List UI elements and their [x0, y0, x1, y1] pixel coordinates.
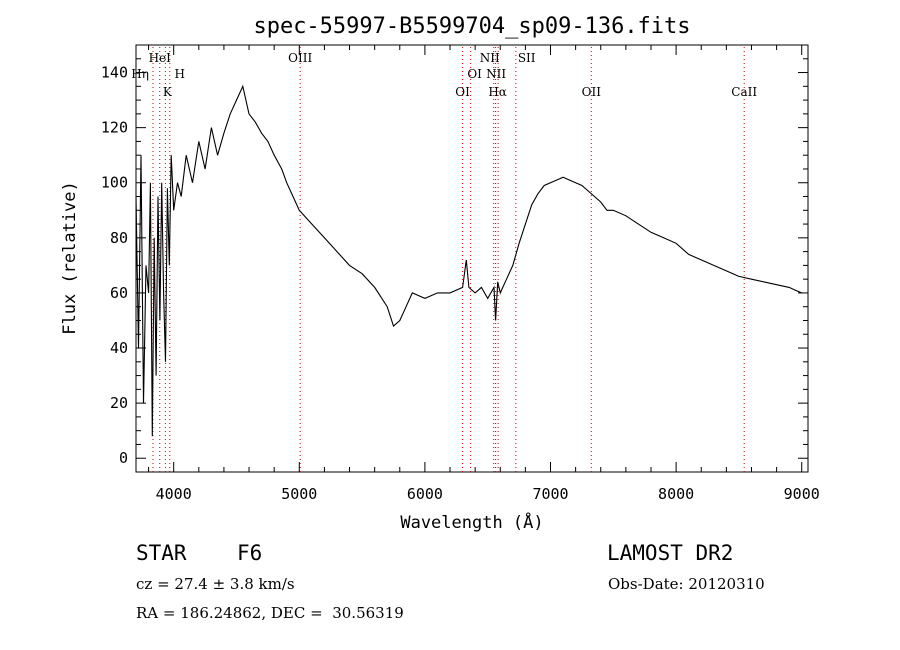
x-tick-label: 9000 — [784, 485, 820, 503]
line-label: NII — [480, 51, 500, 65]
line-label: OI — [455, 85, 470, 99]
line-label: OIII — [288, 51, 312, 65]
line-label: Hα — [488, 85, 507, 99]
line-label: Hη — [131, 67, 149, 81]
line-label: SII — [518, 51, 536, 65]
line-label: K — [163, 85, 173, 99]
y-tick-label: 60 — [110, 284, 128, 302]
y-tick-label: 40 — [110, 339, 128, 357]
x-tick-label: 7000 — [532, 485, 568, 503]
object-class: STAR — [136, 541, 187, 565]
x-tick-label: 5000 — [281, 485, 317, 503]
x-axis: 4000 5000 6000 7000 8000 9000 — [148, 45, 820, 503]
object-subclass: F6 — [237, 541, 263, 565]
line-label: HeI — [149, 51, 172, 65]
line-label: OI — [467, 67, 482, 81]
spectrum-line — [135, 84, 802, 437]
line-label: NII — [486, 67, 506, 81]
x-tick-label: 4000 — [156, 485, 192, 503]
y-tick-label: 100 — [101, 174, 128, 192]
chart-title: spec-55997-B5599704_sp09-136.fits — [253, 14, 690, 39]
survey-name: LAMOST DR2 — [607, 541, 734, 565]
plot-frame — [135, 44, 809, 473]
line-label: CaII — [731, 85, 757, 99]
x-tick-label: 6000 — [407, 485, 443, 503]
y-tick-label: 80 — [110, 229, 128, 247]
y-tick-label: 20 — [110, 394, 128, 412]
y-axis: 0 20 40 60 80 100 120 140 — [101, 58, 808, 467]
y-tick-label: 140 — [101, 64, 128, 82]
y-tick-label: 0 — [119, 449, 128, 467]
redshift-cz: cz = 27.4 ± 3.8 km/s — [136, 575, 295, 593]
y-axis-label: Flux (relative) — [60, 181, 80, 335]
spectrum-series — [135, 84, 802, 437]
x-axis-label: Wavelength (Å) — [400, 511, 543, 533]
line-label: OII — [582, 85, 602, 99]
coordinates: RA = 186.24862, DEC = 30.56319 — [136, 604, 404, 622]
line-label: H — [175, 67, 185, 81]
y-tick-label: 120 — [101, 119, 128, 137]
emission-line-markers — [152, 47, 745, 472]
x-tick-label: 8000 — [658, 485, 694, 503]
observation-date: Obs-Date: 20120310 — [608, 575, 765, 593]
